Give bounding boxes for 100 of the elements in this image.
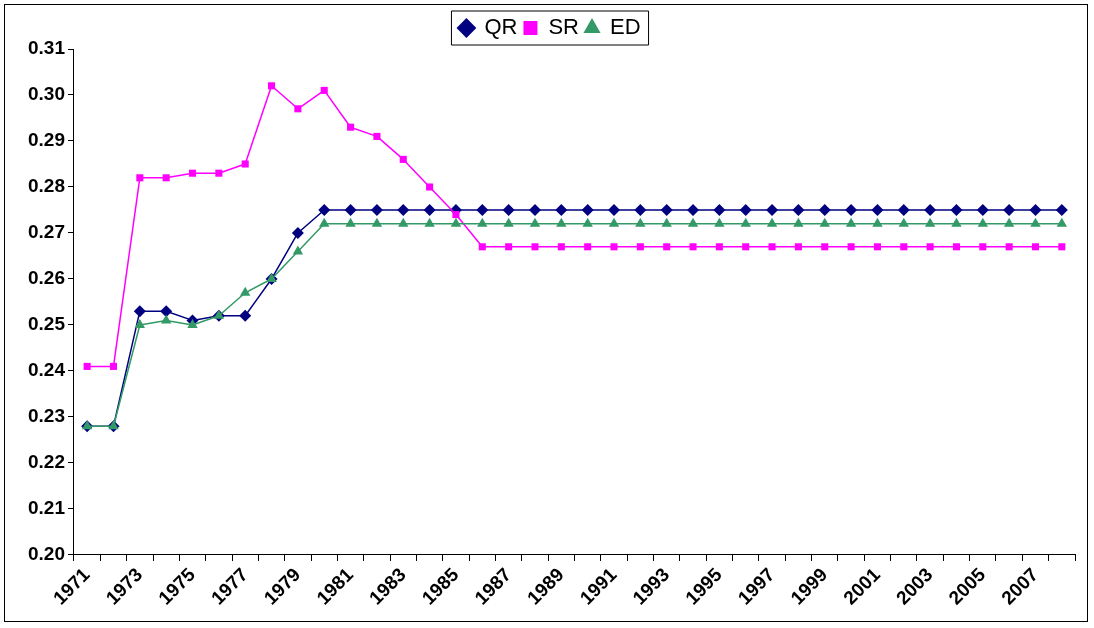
point <box>398 217 409 227</box>
point <box>109 362 118 370</box>
point <box>898 217 909 227</box>
y-tick-label: 0.27 <box>28 221 65 243</box>
point <box>584 243 592 251</box>
y-tick-label: 0.22 <box>28 451 65 473</box>
point <box>450 217 462 227</box>
point <box>608 217 620 227</box>
point <box>687 204 700 216</box>
point <box>239 309 252 322</box>
point <box>426 183 434 191</box>
point <box>320 86 328 94</box>
point <box>581 204 594 216</box>
point <box>582 217 593 227</box>
legend-label: QR <box>484 14 518 40</box>
point <box>871 204 884 216</box>
point <box>819 217 830 227</box>
point <box>979 243 987 251</box>
point <box>187 319 198 328</box>
point <box>477 217 488 227</box>
point <box>740 217 751 227</box>
y-tick-label: 0.23 <box>28 405 65 427</box>
point <box>634 204 647 216</box>
point <box>792 204 805 216</box>
point <box>133 305 146 318</box>
point <box>531 243 539 251</box>
point <box>766 217 778 227</box>
point <box>818 204 831 216</box>
point <box>397 204 410 216</box>
point <box>476 204 489 216</box>
point <box>162 174 170 182</box>
point <box>503 217 514 227</box>
y-tick-label: 0.26 <box>28 267 65 289</box>
point <box>134 319 146 328</box>
point <box>950 204 963 216</box>
point <box>976 204 989 216</box>
point <box>821 243 829 251</box>
point <box>529 217 541 227</box>
point <box>452 211 460 219</box>
point <box>739 204 752 216</box>
point <box>345 217 356 227</box>
point <box>1031 243 1040 251</box>
point <box>160 314 172 324</box>
point <box>505 243 513 251</box>
point <box>635 217 646 227</box>
point <box>556 217 567 227</box>
point <box>977 217 988 227</box>
point <box>766 204 779 216</box>
point <box>423 204 436 216</box>
point <box>557 243 565 251</box>
point <box>344 204 357 216</box>
point <box>1056 217 1068 227</box>
point <box>347 123 355 131</box>
y-tick-label: 0.28 <box>28 175 65 197</box>
legend-label: SR <box>548 14 579 40</box>
y-tick-label: 0.21 <box>28 497 66 519</box>
y-tick-label: 0.29 <box>28 129 65 151</box>
point <box>240 286 251 296</box>
point <box>318 204 331 216</box>
point <box>1055 204 1068 216</box>
point <box>319 217 330 227</box>
point <box>136 174 144 182</box>
point <box>636 243 644 251</box>
point <box>714 217 725 227</box>
point <box>555 204 568 216</box>
point <box>663 243 671 251</box>
point <box>83 362 91 370</box>
point <box>872 217 883 227</box>
point <box>241 160 249 168</box>
point <box>715 243 723 251</box>
point <box>1003 217 1015 227</box>
point <box>291 227 304 239</box>
point <box>292 245 304 255</box>
point <box>660 204 673 216</box>
point <box>661 217 672 227</box>
point <box>528 204 541 216</box>
point <box>768 243 776 251</box>
point <box>268 82 276 90</box>
y-tick-label: 0.30 <box>28 83 65 105</box>
point <box>742 243 750 251</box>
point <box>952 243 960 251</box>
point <box>951 217 962 227</box>
point <box>873 243 881 251</box>
point <box>687 217 699 227</box>
point <box>370 204 383 216</box>
y-tick-label: 0.20 <box>28 543 65 565</box>
point <box>1058 243 1066 251</box>
point <box>924 217 936 227</box>
point <box>424 217 435 227</box>
point <box>1030 217 1041 227</box>
point <box>399 155 407 163</box>
point <box>294 105 302 113</box>
legend-label: ED <box>610 14 641 40</box>
point <box>215 169 223 177</box>
point <box>793 217 804 227</box>
y-tick-label: 0.31 <box>28 37 66 59</box>
point <box>160 305 173 318</box>
point <box>1003 204 1016 216</box>
point <box>794 243 802 251</box>
y-tick-label: 0.25 <box>28 313 66 335</box>
